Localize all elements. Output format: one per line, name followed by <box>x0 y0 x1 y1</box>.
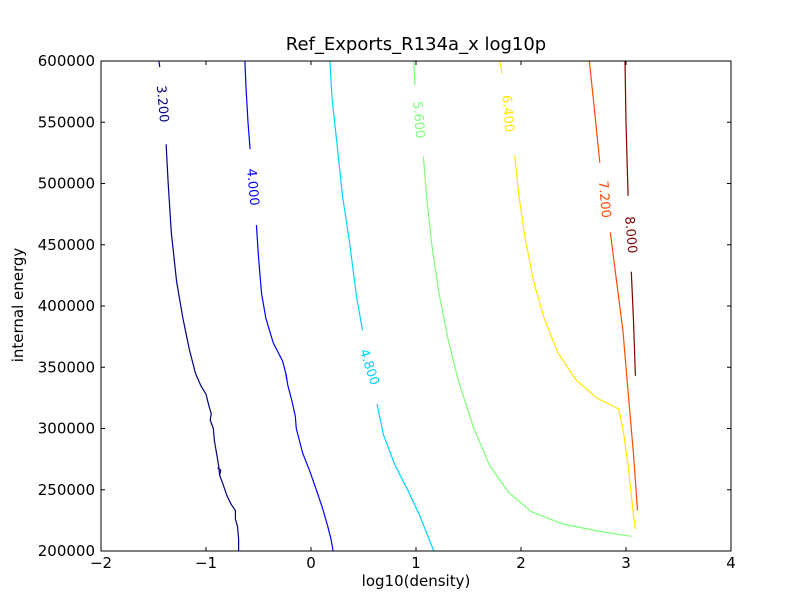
x-axis-label: log10(density) <box>362 572 471 590</box>
y-tick-label: 600000 <box>38 52 95 70</box>
contour-line-7.200-seg-1 <box>609 232 639 511</box>
contour-lines <box>158 60 639 552</box>
contour-line-4.000-seg-1 <box>255 225 334 552</box>
contour-line-6.400-seg-0 <box>499 60 503 74</box>
x-tick-label: 4 <box>726 554 736 572</box>
contour-line-4.000-seg-2 <box>285 373 288 380</box>
contour-label-4.000: 4.000 <box>243 168 261 206</box>
y-tick-label: 350000 <box>38 358 95 376</box>
contour-label-7.200: 7.200 <box>595 180 613 218</box>
y-tick-label: 550000 <box>38 113 95 131</box>
contour-line-5.600-seg-0 <box>413 60 416 86</box>
y-tick-label: 200000 <box>38 542 95 560</box>
contour-line-7.200-seg-0 <box>588 60 601 163</box>
contour-line-3.200-seg-1 <box>165 144 240 551</box>
x-tick-label: −1 <box>195 554 217 572</box>
y-tick-label: 500000 <box>38 175 95 193</box>
contour-line-3.200-seg-2 <box>217 467 222 476</box>
x-tick-label: 2 <box>516 554 526 572</box>
x-tick-label: 3 <box>621 554 631 572</box>
contour-line-4.800-seg-0 <box>329 60 364 331</box>
contour-line-4.000-seg-0 <box>244 60 251 150</box>
contour-label-6.400: 6.400 <box>498 94 516 132</box>
x-tick-label: 1 <box>411 554 421 572</box>
contour-line-6.400-seg-1 <box>514 155 636 530</box>
contour-line-4.800-seg-1 <box>376 403 435 552</box>
contour-line-3.200-seg-0 <box>158 60 161 68</box>
contour-label-8.000: 8.000 <box>621 216 639 254</box>
y-tick-label: 300000 <box>38 420 95 438</box>
y-tick-label: 400000 <box>38 297 95 315</box>
axis-ticks: −2 −1 0 1 2 3 4 200000 250000 300000 350000 400000 4… <box>38 52 736 572</box>
contour-label-5.600: 5.600 <box>409 101 427 139</box>
contour-line-5.600-seg-1 <box>422 156 632 537</box>
y-axis-label: internal energy <box>9 248 27 363</box>
y-tick-label: 450000 <box>38 236 95 254</box>
contour-line-8.000-seg-0 <box>624 60 629 196</box>
x-tick-label: −2 <box>90 554 112 572</box>
contour-line-8.000-seg-1 <box>630 271 636 376</box>
chart-title: Ref_Exports_R134a_x log10p <box>286 34 546 55</box>
y-tick-label: 250000 <box>38 481 95 499</box>
x-tick-label: 0 <box>306 554 316 572</box>
contour-label-3.200: 3.200 <box>153 85 171 123</box>
